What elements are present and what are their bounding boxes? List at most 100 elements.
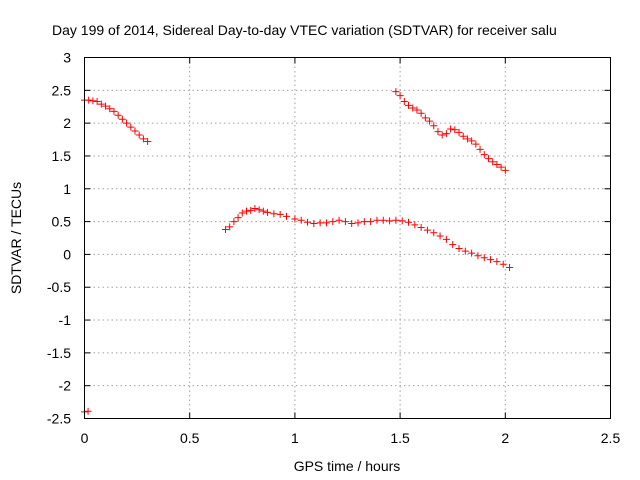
y-tick-label: -2.5: [47, 411, 71, 427]
data-point: [230, 218, 238, 226]
y-tick-label: 2: [63, 115, 71, 131]
data-point: [110, 107, 118, 115]
data-point: [89, 97, 97, 105]
data-point: [367, 218, 375, 226]
data-point: [93, 97, 101, 105]
data-point: [484, 155, 492, 163]
y-tick-label: -1: [59, 312, 72, 328]
y-tick-label: 0.5: [52, 214, 72, 230]
data-point: [463, 135, 471, 143]
data-point: [255, 206, 263, 214]
data-point: [386, 217, 394, 225]
data-point: [487, 256, 495, 264]
data-point: [476, 145, 484, 153]
data-point: [139, 135, 147, 143]
data-point: [438, 131, 446, 139]
data-point: [360, 218, 368, 226]
data-point: [411, 221, 419, 229]
data-point: [480, 254, 488, 262]
data-point: [348, 220, 356, 228]
data-point: [282, 212, 290, 220]
data-point: [430, 229, 438, 237]
data-point: [421, 114, 429, 122]
y-tick-label: 3: [63, 50, 71, 66]
data-point: [436, 232, 444, 240]
data-point: [270, 210, 278, 218]
data-point: [497, 163, 505, 171]
data-point: [400, 97, 408, 105]
data-point: [413, 106, 421, 114]
data-point: [226, 223, 234, 231]
data-point: [442, 130, 450, 138]
data-point: [455, 245, 463, 253]
data-point: [423, 226, 431, 234]
y-tick-label: 1.5: [52, 148, 72, 164]
data-point: [114, 111, 122, 119]
data-point: [291, 215, 299, 223]
data-point: [335, 216, 343, 224]
data-point: [447, 125, 455, 133]
plot-frame: [84, 57, 611, 419]
y-tick-label: 0: [63, 246, 71, 262]
data-point: [259, 207, 267, 215]
chart-title: Day 199 of 2014, Sidereal Day-to-day VTE…: [52, 22, 557, 38]
x-axis-label: GPS time / hours: [294, 458, 401, 474]
data-point: [135, 131, 143, 139]
data-point: [238, 209, 246, 217]
data-point: [396, 92, 404, 100]
data-point: [85, 96, 93, 104]
data-point: [493, 258, 501, 266]
data-point: [489, 158, 497, 166]
data-point: [468, 249, 476, 257]
data-point: [451, 126, 459, 134]
data-point: [127, 123, 135, 131]
data-point: [405, 101, 413, 109]
data-point: [354, 219, 362, 227]
data-point: [480, 151, 488, 159]
x-tick-label: 2: [501, 430, 509, 446]
data-point: [392, 88, 400, 96]
data-point: [144, 138, 152, 146]
x-tick-label: 1.5: [390, 430, 410, 446]
data-point: [434, 128, 442, 136]
data-point: [426, 117, 434, 125]
data-point: [501, 166, 509, 174]
x-tick-label: 2.5: [601, 430, 621, 446]
data-points: [81, 88, 514, 416]
data-point: [322, 219, 330, 227]
data-point: [243, 207, 251, 215]
y-tick-label: -2: [59, 378, 72, 394]
data-point: [459, 132, 467, 140]
data-point: [430, 122, 438, 130]
data-point: [329, 218, 337, 226]
data-point: [276, 210, 284, 218]
y-tick-label: -0.5: [47, 279, 71, 295]
axis-ticks: [84, 57, 611, 419]
data-point: [84, 407, 92, 415]
data-point: [247, 206, 255, 214]
data-point: [316, 219, 324, 227]
data-point: [221, 225, 229, 233]
data-point: [304, 218, 312, 226]
data-point: [379, 216, 387, 224]
data-point: [417, 109, 425, 117]
y-tick-label: -1.5: [47, 345, 71, 361]
data-point: [398, 217, 406, 225]
data-point: [405, 218, 413, 226]
data-point: [131, 127, 139, 135]
data-point: [264, 208, 272, 216]
grid-lines: [84, 57, 611, 419]
data-point: [373, 216, 381, 224]
data-point: [455, 128, 463, 136]
tick-labels: 0 0.5 1 1.5 2 2.5 -2.5 -2 -1.5 -1 -0.5 0 0.5 1 1.5 2 2.5…: [47, 50, 621, 447]
data-point: [499, 260, 507, 268]
data-point: [474, 252, 482, 260]
data-point: [461, 247, 469, 255]
data-point: [417, 223, 425, 231]
data-point: [468, 137, 476, 145]
data-point: [472, 140, 480, 148]
data-point: [106, 105, 114, 113]
y-tick-label: 1: [63, 181, 71, 197]
data-point: [449, 241, 457, 249]
x-tick-label: 0.5: [180, 430, 200, 446]
